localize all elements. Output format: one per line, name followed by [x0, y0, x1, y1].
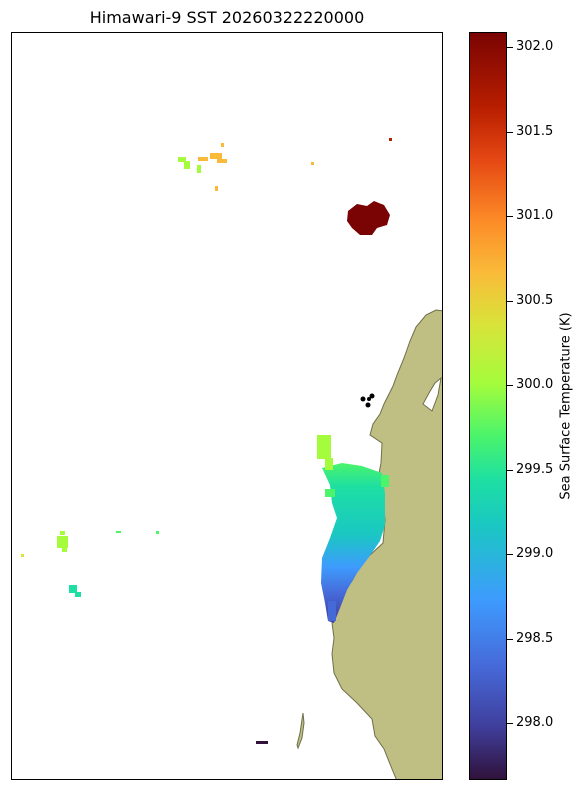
colorbar-tick-label: 301.0: [516, 208, 554, 223]
sst-patch: [381, 475, 389, 487]
colorbar-tick-mark: [507, 639, 513, 640]
sst-patch-warm: [347, 201, 390, 235]
colorbar-tick-label: 302.0: [516, 39, 554, 54]
sst-pixel: [256, 741, 268, 744]
colorbar-tick-mark: [507, 132, 513, 133]
colorbar-tick-label: 300.5: [516, 293, 554, 308]
sst-pixel: [221, 143, 224, 147]
sst-plume-coastal: [321, 463, 385, 623]
map-title: Himawari-9 SST 20260322220000: [89, 8, 365, 27]
sst-patch: [325, 489, 335, 497]
sst-patch: [317, 435, 331, 459]
island: [296, 712, 305, 750]
sst-pixel: [69, 585, 77, 593]
colorbar-tick-label: 299.0: [516, 546, 554, 561]
colorbar-tick-mark: [507, 554, 513, 555]
map-canvas: [21, 138, 442, 779]
colorbar-tick-label: 299.5: [516, 462, 554, 477]
sst-pixel: [198, 157, 208, 161]
colorbar-tick-mark: [507, 216, 513, 217]
colorbar-tick-mark: [507, 47, 513, 48]
station-marker-icon[interactable]: [360, 393, 375, 408]
sst-pixel: [217, 159, 227, 163]
sst-pixel: [197, 165, 201, 173]
sst-pixel: [75, 592, 81, 597]
sst-pixel: [178, 157, 186, 162]
colorbar-tick-label: 298.0: [516, 715, 554, 730]
sst-pixel: [215, 186, 218, 191]
colorbar-tick-label: 300.0: [516, 377, 554, 392]
sst-pixel: [60, 531, 65, 535]
colorbar-tick-label: 301.5: [516, 124, 554, 139]
sst-pixel: [62, 548, 67, 552]
sst-pixel: [210, 153, 222, 159]
colorbar-label: Sea Surface Temperature (K): [558, 312, 574, 500]
sst-pixel: [21, 554, 24, 557]
colorbar-tick-mark: [507, 470, 513, 471]
sst-pixel: [311, 162, 314, 165]
colorbar: [469, 32, 507, 780]
colorbar-tick-label: 298.5: [516, 631, 554, 646]
colorbar-tick-mark: [507, 385, 513, 386]
sst-patch: [328, 601, 336, 621]
sst-pixel: [156, 531, 159, 534]
sst-pixel: [389, 138, 392, 141]
sst-patch: [325, 458, 333, 470]
colorbar-tick-mark: [507, 723, 513, 724]
colorbar-tick-mark: [507, 301, 513, 302]
sst-pixel: [57, 536, 68, 548]
sst-pixel: [116, 531, 121, 533]
sst-pixel: [184, 161, 190, 169]
map-panel[interactable]: [11, 32, 443, 780]
